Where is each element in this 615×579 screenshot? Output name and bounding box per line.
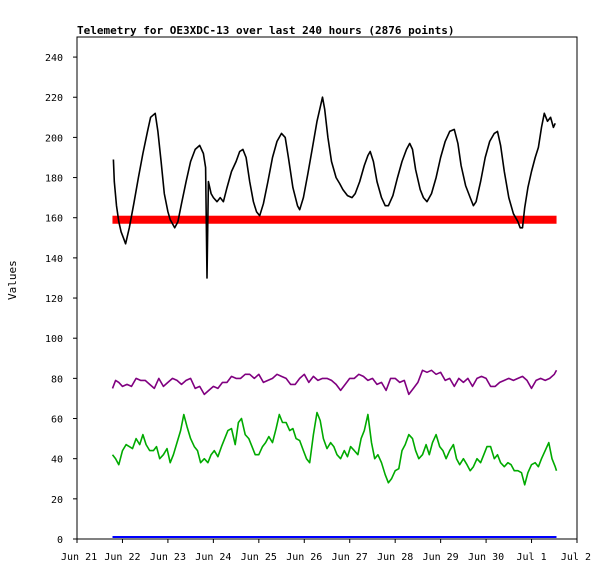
y-tick-label: 40	[51, 455, 63, 466]
x-tick-label: Jun 24	[195, 552, 231, 563]
y-tick-label: 20	[51, 495, 63, 506]
x-tick-label: Jun 27	[332, 552, 368, 563]
y-tick-label: 180	[45, 174, 63, 185]
x-tick-label: Jun 30	[468, 552, 504, 563]
y-tick-label: 200	[45, 133, 63, 144]
y-tick-label: 160	[45, 214, 63, 225]
y-tick-label: 0	[57, 535, 63, 546]
x-tick-label: Jul 2	[561, 552, 591, 563]
y-tick-label: 80	[51, 374, 63, 385]
series-layer	[111, 96, 558, 538]
x-tick-label: Jun 21	[61, 552, 97, 563]
y-tick-label: 60	[51, 415, 63, 426]
x-tick-label: Jun 28	[377, 552, 413, 563]
x-axis-ticks: Jun 21 Jun 22 Jun 23 Jun 24 Jun 25 Jun 26 Jun …	[61, 539, 591, 563]
y-tick-label: 220	[45, 93, 63, 104]
series-band-1	[112, 215, 557, 224]
series-line-0	[112, 96, 556, 279]
y-tick-label: 140	[45, 254, 63, 265]
x-tick-label: Jun 23	[150, 552, 186, 563]
x-tick-label: Jul 1	[516, 552, 546, 563]
x-tick-label: Jun 26	[286, 552, 322, 563]
y-axis-ticks: 0 20 40 60 80 100 120 140 160 180 200 220 240	[45, 53, 77, 546]
series-line-3	[111, 411, 558, 486]
y-tick-label: 100	[45, 334, 63, 345]
y-tick-label: 240	[45, 53, 63, 64]
series-line-2	[111, 369, 558, 396]
chart-title: Telemetry for OE3XDC-13 over last 240 ho…	[77, 24, 455, 37]
x-tick-label: Jun 29	[423, 552, 459, 563]
x-tick-label: Jun 22	[104, 552, 140, 563]
y-tick-label: 120	[45, 294, 63, 305]
x-tick-label: Jun 25	[241, 552, 277, 563]
